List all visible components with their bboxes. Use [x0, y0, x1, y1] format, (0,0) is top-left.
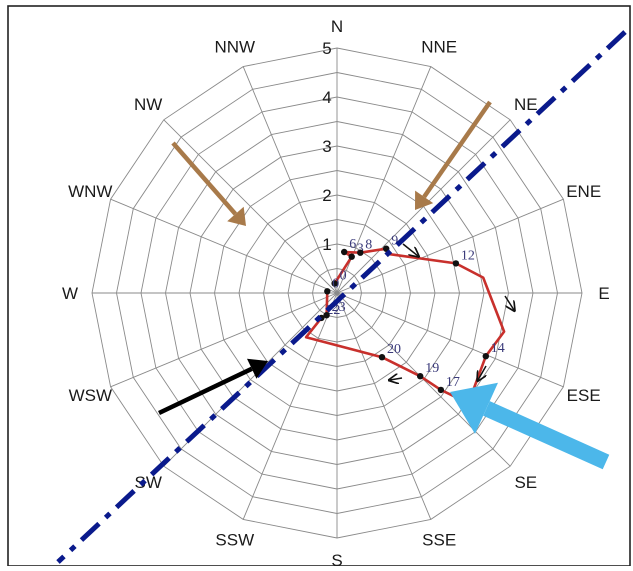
radial-tick-label: 4 [322, 88, 331, 107]
data-point-label: 0 [340, 269, 347, 284]
grid-spoke [243, 293, 337, 519]
data-point-marker [357, 250, 363, 256]
data-point-label: 6 [349, 237, 356, 252]
direction-label-wsw: WSW [69, 386, 112, 405]
direction-label-sse: SSE [422, 531, 456, 550]
grid-spoke [111, 293, 337, 387]
direction-label-wnw: WNW [68, 182, 112, 201]
grid-spoke [111, 199, 337, 293]
black-arrow [159, 369, 252, 413]
radial-tick-label: 1 [322, 235, 331, 254]
data-point-marker [483, 353, 489, 359]
direction-label-nw: NW [134, 95, 162, 114]
direction-label-nnw: NNW [214, 37, 255, 56]
direction-label-e: E [598, 284, 609, 303]
data-point-label: 0 [332, 276, 339, 291]
direction-label-ene: ENE [566, 182, 601, 201]
data-point-label: 17 [446, 375, 460, 390]
grid-spoke [337, 293, 431, 519]
data-point-marker [379, 354, 385, 360]
direction-label-se: SE [514, 473, 537, 492]
grid-spoke [337, 293, 563, 387]
data-point-label: 14 [491, 341, 505, 356]
data-point-marker [324, 288, 330, 294]
trajectory-direction-arrow [403, 244, 418, 256]
trajectory-direction-arrow [390, 378, 402, 380]
data-point-marker [349, 254, 355, 260]
data-point-label: 20 [387, 342, 401, 357]
data-point-marker [341, 249, 347, 255]
data-point-label: 9 [391, 234, 398, 249]
data-point-marker [417, 373, 423, 379]
radial-tick-label: 3 [322, 137, 331, 156]
direction-label-sw: SW [135, 473, 162, 492]
data-point-marker [438, 387, 444, 393]
direction-label-w: W [62, 284, 78, 303]
direction-label-nne: NNE [421, 37, 457, 56]
direction-label-ese: ESE [567, 386, 601, 405]
series-line [306, 249, 504, 404]
data-point-marker [323, 312, 329, 318]
direction-label-ne: NE [514, 95, 538, 114]
data-point-label: 19 [425, 361, 439, 376]
direction-label-n: N [331, 17, 343, 36]
data-point-label: 12 [461, 248, 475, 263]
blue-arrow [487, 408, 607, 462]
direction-label-s: S [331, 551, 342, 566]
direction-label-ssw: SSW [215, 531, 254, 550]
grid-spoke [164, 120, 337, 293]
radial-tick-label: 2 [322, 186, 331, 205]
data-point-marker [453, 260, 459, 266]
radial-tick-label: 5 [322, 39, 331, 58]
data-point-label: 8 [365, 238, 372, 253]
